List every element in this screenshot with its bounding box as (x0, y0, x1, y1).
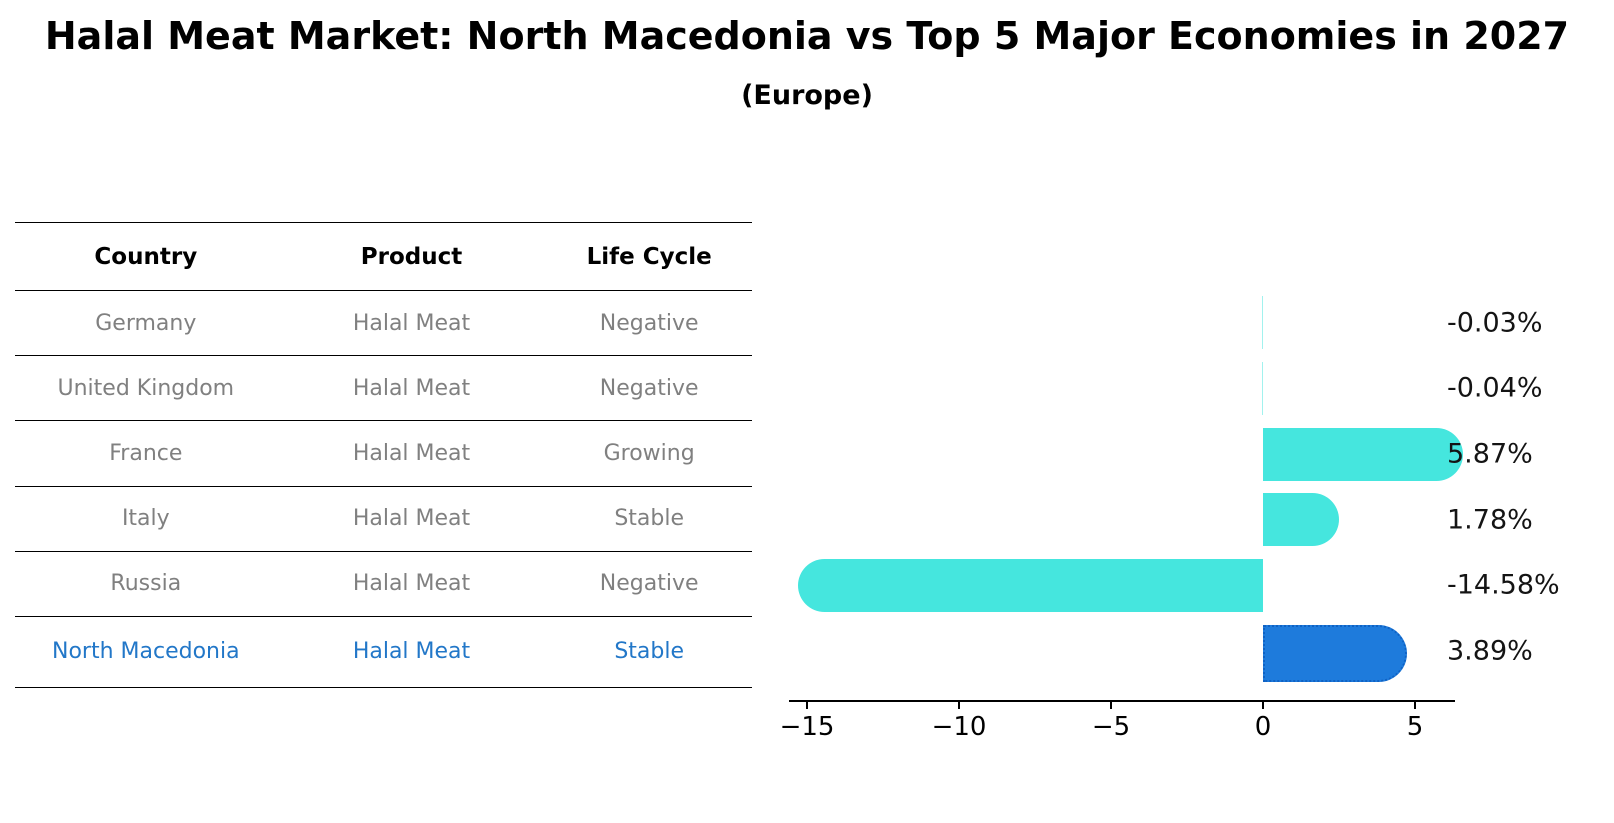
cell-country: Russia (110, 571, 182, 597)
bar-value-label: 1.78% (1447, 504, 1533, 535)
x-axis-tick-label: 0 (1254, 712, 1272, 742)
x-axis-tick (958, 700, 960, 709)
table-row: Germany Halal Meat Negative (15, 290, 752, 355)
bar-italy (1263, 493, 1340, 546)
cell-life-cycle: Negative (599, 571, 699, 597)
table-row: North Macedonia Halal Meat Stable (15, 615, 752, 688)
bar-value-label: 3.89% (1447, 635, 1533, 667)
bar-value-label: 5.87% (1447, 438, 1533, 470)
x-axis-tick-label: −15 (779, 712, 835, 742)
x-axis-tick-label: −5 (1091, 712, 1131, 742)
table-row: United Kingdom Halal Meat Negative (15, 355, 752, 420)
chart-title: Halal Meat Market: North Macedonia vs To… (44, 14, 1570, 58)
x-axis-line (789, 700, 1455, 702)
cell-product: Halal Meat (352, 571, 471, 597)
cell-country: United Kingdom (57, 375, 235, 401)
x-axis-tick (806, 700, 808, 709)
cell-product: Halal Meat (352, 639, 471, 665)
table-row: Russia Halal Meat Negative (15, 550, 752, 616)
table-row: Italy Halal Meat Stable (15, 485, 752, 551)
cell-life-cycle: Stable (614, 506, 684, 532)
bar-value-label: -0.04% (1447, 372, 1543, 404)
bar-france (1263, 427, 1464, 481)
column-header-country: Country (94, 243, 198, 270)
x-axis-tick (1262, 700, 1264, 709)
table-header-row: Country Product Life Cycle (15, 222, 752, 290)
table-row: France Halal Meat Growing (15, 420, 752, 485)
x-axis-tick-label: −10 (931, 712, 987, 742)
cell-product: Halal Meat (352, 375, 471, 401)
chart-subtitle: (Europe) (741, 80, 873, 111)
bar-russia (797, 558, 1263, 612)
cell-life-cycle: Stable (614, 639, 684, 665)
bar-germany (1262, 296, 1263, 349)
bar-value-label: -14.58% (1447, 569, 1560, 601)
cell-product: Halal Meat (352, 440, 471, 466)
cell-country: North Macedonia (52, 639, 240, 665)
x-axis-tick-label: 5 (1406, 712, 1424, 742)
cell-country: Italy (121, 506, 170, 532)
x-axis-tick (1110, 700, 1112, 709)
country-table: Country Product Life Cycle Germany Halal… (15, 222, 752, 688)
bar-united-kingdom (1261, 361, 1263, 415)
cell-product: Halal Meat (352, 310, 471, 336)
cell-life-cycle: Negative (599, 375, 699, 401)
bar-value-label: -0.03% (1447, 307, 1543, 338)
cell-life-cycle: Growing (603, 440, 695, 466)
x-axis-tick (1414, 700, 1416, 709)
cell-country: Germany (95, 310, 197, 336)
column-header-life-cycle: Life Cycle (586, 243, 712, 270)
cell-life-cycle: Negative (599, 310, 699, 336)
bar-north-macedonia (1263, 624, 1408, 682)
cell-product: Halal Meat (352, 506, 471, 532)
cell-country: France (109, 440, 183, 466)
column-header-product: Product (360, 243, 463, 270)
